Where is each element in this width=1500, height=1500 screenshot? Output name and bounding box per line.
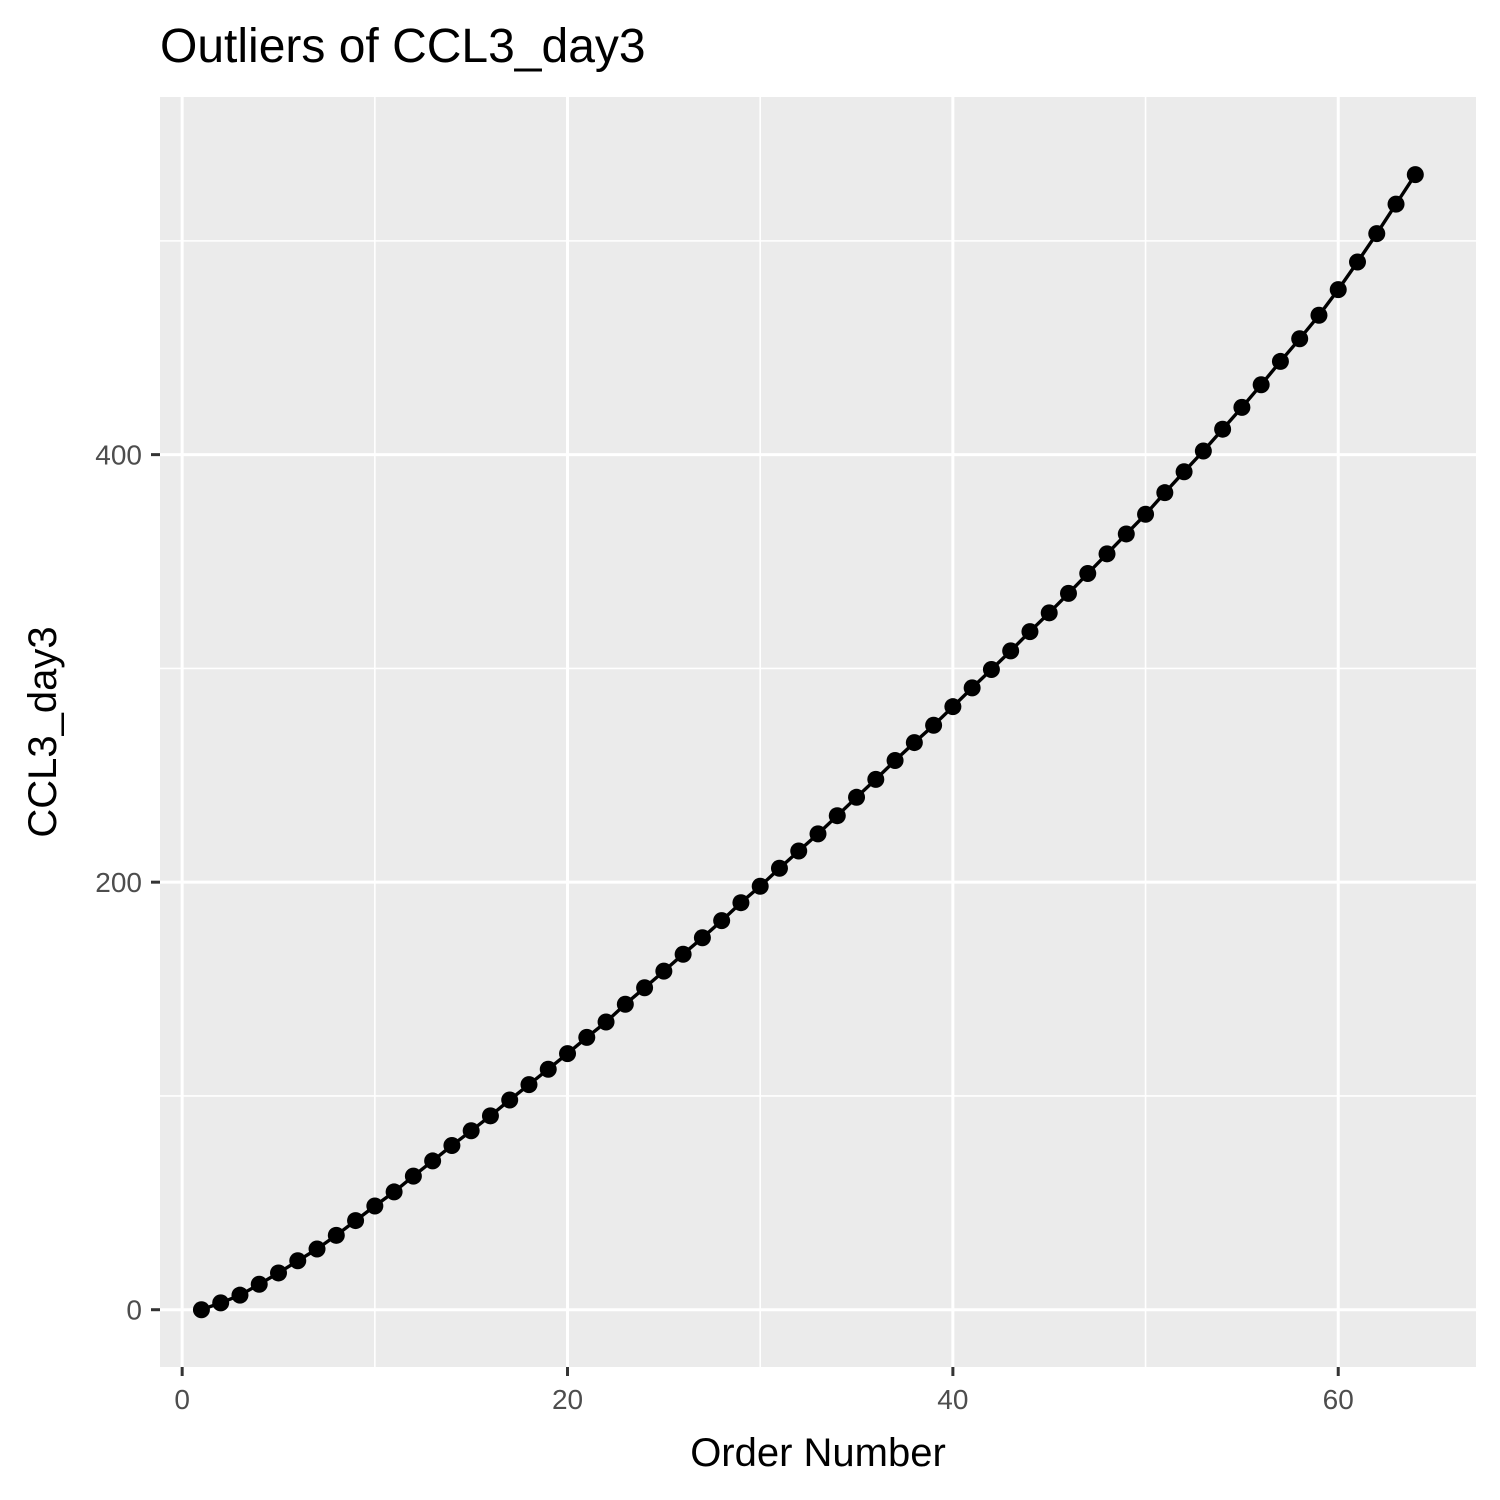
x-tick-label: 20 [552,1384,583,1415]
data-point [828,807,846,825]
data-point [1059,584,1077,602]
data-point [1368,225,1386,243]
data-point [289,1252,307,1270]
x-tick-label: 60 [1323,1384,1354,1415]
data-point [308,1240,326,1258]
data-point [732,894,750,912]
data-point [925,716,943,734]
data-point [770,859,788,877]
data-point [192,1301,210,1319]
data-series [192,166,1424,1319]
data-point [1098,545,1116,563]
data-point [578,1028,596,1046]
data-point [944,698,962,716]
data-point [1252,376,1270,394]
data-point [1233,398,1251,416]
data-point [250,1275,268,1293]
data-point [790,842,808,860]
axes: 0 20 40 60 0 200 400 [95,440,1354,1415]
data-point [1329,281,1347,299]
data-point [597,1013,615,1031]
y-tick-label: 200 [95,867,142,898]
data-point [674,945,692,963]
data-point [963,679,981,697]
x-axis-title: Order Number [690,1431,946,1475]
data-point [713,912,731,930]
data-point [886,752,904,770]
data-point [481,1107,499,1125]
y-tick-label: 400 [95,440,142,471]
series-line [200,173,1417,1312]
data-point [347,1212,365,1230]
data-point [1040,604,1058,622]
data-point [1271,352,1289,370]
data-point [1175,463,1193,481]
plot-panel [160,97,1476,1367]
data-point [520,1076,538,1094]
data-point [327,1226,345,1244]
data-point [809,825,827,843]
data-point [501,1091,519,1109]
data-point [867,770,885,788]
x-tick-label: 40 [937,1384,968,1415]
data-point [539,1060,557,1078]
data-point [462,1122,480,1140]
data-point [404,1167,422,1185]
data-point [1214,420,1232,438]
data-point [751,877,769,895]
data-point [385,1183,403,1201]
data-point [1310,306,1328,324]
data-point [1002,642,1020,660]
data-point [982,660,1000,678]
data-point [905,734,923,752]
data-point [424,1152,442,1170]
data-point [655,962,673,980]
grid-lines [160,97,1476,1367]
chart-title: Outliers of CCL3_day3 [160,20,646,73]
data-point [559,1045,577,1063]
data-point [1406,166,1424,184]
data-point [366,1197,384,1215]
data-point [848,788,866,806]
data-point [443,1137,461,1155]
data-point [1021,623,1039,641]
data-point [636,979,654,997]
y-axis-title: CCL3_day3 [21,626,65,837]
y-tick-label: 0 [126,1295,142,1326]
data-point [1291,330,1309,348]
x-tick-label: 0 [174,1384,190,1415]
data-point [1349,253,1367,271]
data-point [616,995,634,1013]
data-point [269,1264,287,1282]
data-point [1137,505,1155,523]
data-point [212,1294,230,1312]
data-point [1156,484,1174,502]
data-point [231,1286,249,1304]
data-point [693,929,711,947]
data-point [1387,195,1405,213]
data-point [1079,564,1097,582]
data-point [1117,525,1135,543]
data-point [1194,442,1212,460]
